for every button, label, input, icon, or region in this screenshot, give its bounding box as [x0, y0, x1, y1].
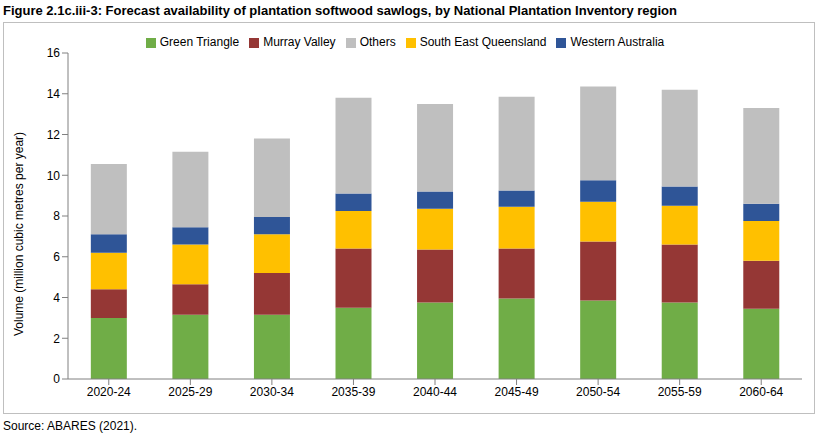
svg-text:Volume (million cubic metres p: Volume (million cubic metres per year) [12, 132, 26, 336]
svg-text:2040-44: 2040-44 [413, 385, 457, 399]
html-text:Western Australia: Western Australia [570, 35, 665, 49]
svg-text:6: 6 [53, 250, 60, 264]
html-text:Murray Valley: Murray Valley [263, 35, 336, 49]
html-text:Figure 2.1c.iii-3: Forecast av: Figure 2.1c.iii-3: Forecast availability… [3, 3, 677, 18]
svg-text:2060-64: 2060-64 [739, 385, 783, 399]
html-text:South East Queensland: South East Queensland [419, 35, 547, 49]
svg-text:10: 10 [47, 169, 61, 183]
svg-text:8: 8 [53, 209, 60, 223]
svg-text:0: 0 [53, 372, 60, 386]
svg-text:2020-24: 2020-24 [87, 385, 131, 399]
html-text:Green Triangle: Green Triangle [159, 35, 240, 49]
html-text:Source: ABARES (2021).: Source: ABARES (2021). [3, 419, 138, 433]
svg-text:2035-39: 2035-39 [331, 385, 375, 399]
svg-text:2030-34: 2030-34 [250, 385, 294, 399]
svg-text:16: 16 [47, 46, 61, 60]
svg-text:2: 2 [53, 332, 60, 346]
svg-text:14: 14 [47, 87, 61, 101]
html-text:Others: Others [359, 35, 396, 49]
svg-text:2045-49: 2045-49 [495, 385, 539, 399]
svg-text:2055-59: 2055-59 [658, 385, 702, 399]
svg-text:4: 4 [53, 291, 60, 305]
svg-text:12: 12 [47, 128, 61, 142]
svg-text:2050-54: 2050-54 [576, 385, 620, 399]
svg-text:2025-29: 2025-29 [168, 385, 212, 399]
